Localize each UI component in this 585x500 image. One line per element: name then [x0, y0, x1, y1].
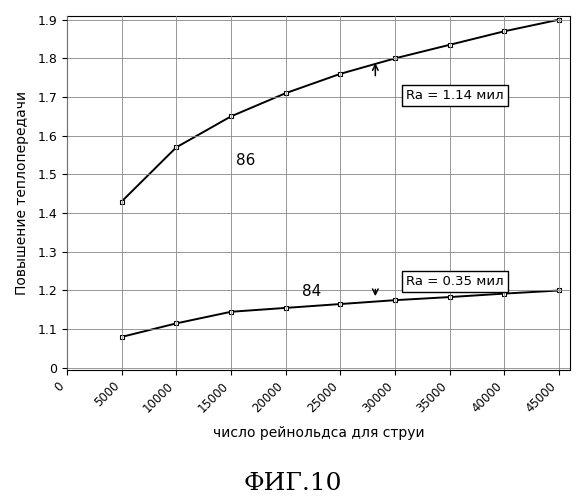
Text: Ra = 0.35 мил: Ra = 0.35 мил — [406, 274, 504, 287]
Text: Ra = 1.14 мил: Ra = 1.14 мил — [406, 89, 504, 102]
Y-axis label: Повышение теплопередачи: Повышение теплопередачи — [15, 90, 29, 295]
Text: 86: 86 — [236, 154, 256, 168]
Text: 84: 84 — [302, 284, 321, 299]
Text: ФИГ.10: ФИГ.10 — [243, 472, 342, 495]
X-axis label: число рейнольдса для струи: число рейнольдса для струи — [213, 426, 424, 440]
